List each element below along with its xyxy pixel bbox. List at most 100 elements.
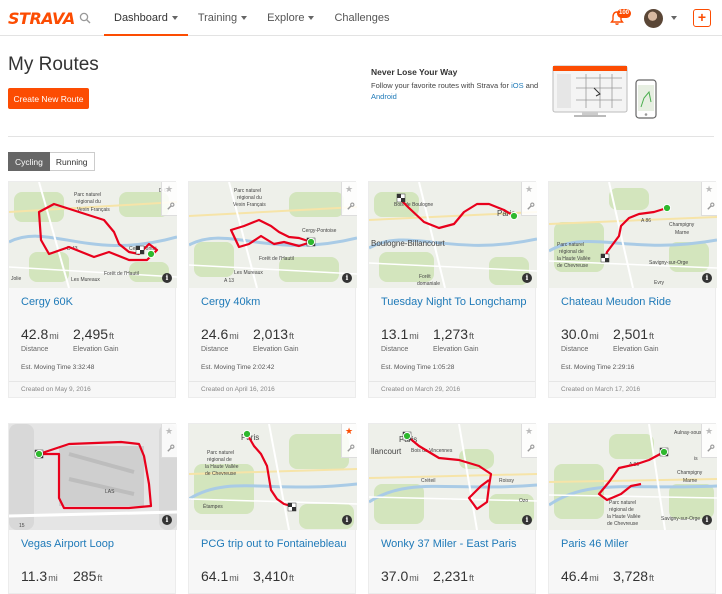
ios-link[interactable]: iOS bbox=[511, 81, 524, 90]
map-place-label: la Haute Vallée bbox=[205, 464, 239, 470]
search-icon[interactable] bbox=[79, 12, 91, 24]
route-card[interactable]: Champigny Marne A 86 Parc naturel régional d… bbox=[548, 181, 717, 398]
star-icon[interactable]: ★ bbox=[705, 184, 714, 194]
map-place-label: Boulogne-Billancourt bbox=[371, 239, 446, 248]
elevation-value: 3,410ft bbox=[253, 568, 294, 586]
wrench-icon[interactable] bbox=[706, 202, 715, 211]
star-icon[interactable]: ★ bbox=[345, 426, 354, 436]
route-name-link[interactable]: Wonky 37 Miler - East Paris bbox=[381, 538, 517, 550]
elevation-number: 2,013 bbox=[253, 326, 289, 342]
add-button[interactable]: + bbox=[693, 9, 711, 27]
chevron-down-icon[interactable] bbox=[671, 16, 677, 20]
elevation-label: Elevation Gain bbox=[73, 346, 119, 353]
map-place-label: Forêt de l'Hautil bbox=[104, 271, 139, 277]
info-icon[interactable]: i bbox=[522, 273, 532, 283]
map-place-label: Vexin Français bbox=[233, 202, 266, 208]
info-icon[interactable]: i bbox=[342, 273, 352, 283]
info-icon[interactable]: i bbox=[162, 273, 172, 283]
star-icon[interactable]: ★ bbox=[345, 184, 354, 194]
wrench-icon[interactable] bbox=[706, 444, 715, 453]
route-card[interactable]: Aulnay-sous is Champigny Marne A 86 Parc natu… bbox=[548, 423, 717, 594]
route-map[interactable]: Champigny Marne A 86 Parc naturel régional d… bbox=[549, 182, 717, 288]
top-navigation: STRAVA Dashboard Training Explore Challe… bbox=[0, 0, 722, 36]
info-icon[interactable]: i bbox=[702, 273, 712, 283]
elevation-number: 3,410 bbox=[253, 568, 289, 584]
android-link[interactable]: Android bbox=[371, 92, 397, 101]
map-toolbar: ★ bbox=[701, 182, 717, 216]
route-name-link[interactable]: PCG trip out to Fontainebleau bbox=[201, 538, 347, 550]
star-icon[interactable]: ★ bbox=[165, 426, 174, 436]
tab-running[interactable]: Running bbox=[49, 152, 95, 171]
info-icon[interactable]: i bbox=[522, 515, 532, 525]
finish-flag-icon bbox=[600, 253, 610, 263]
map-toolbar: ★ bbox=[341, 424, 357, 458]
distance-value: 13.1mi bbox=[381, 326, 419, 344]
route-map[interactable]: Paris Parc naturel régional de la Haute Val… bbox=[189, 424, 357, 530]
route-map[interactable]: ParisllancourtBois de VincennesRoissyCré… bbox=[369, 424, 537, 530]
wrench-icon[interactable] bbox=[166, 444, 175, 453]
promo-text-mid: and bbox=[523, 81, 539, 90]
distance-number: 11.3 bbox=[21, 568, 48, 584]
create-route-button[interactable]: Create New Route bbox=[8, 88, 89, 109]
info-icon[interactable]: i bbox=[702, 515, 712, 525]
map-place-label: Parc naturel bbox=[234, 188, 261, 194]
map-place-label: de Chevreuse bbox=[557, 263, 588, 269]
route-name-link[interactable]: Chateau Meudon Ride bbox=[561, 296, 672, 308]
star-icon[interactable]: ★ bbox=[705, 426, 714, 436]
wrench-icon[interactable] bbox=[346, 444, 355, 453]
route-card[interactable]: Paris Parc naturel régional de la Haute Val… bbox=[188, 423, 357, 594]
distance-unit: mi bbox=[48, 573, 58, 583]
nav-explore[interactable]: Explore bbox=[257, 0, 324, 36]
notification-badge: 100 bbox=[617, 9, 632, 18]
route-name-link[interactable]: Cergy 60K bbox=[21, 296, 73, 308]
sport-tabs: Cycling Running bbox=[8, 152, 95, 171]
map-place-label: régional de bbox=[559, 249, 584, 255]
map-place-label: Ozo bbox=[519, 498, 528, 504]
moving-time-value: 3:32:48 bbox=[72, 364, 95, 371]
strava-logo[interactable]: STRAVA bbox=[8, 9, 75, 28]
start-marker-icon bbox=[306, 237, 316, 247]
map-place-label: A 13 bbox=[224, 278, 234, 284]
route-map[interactable]: Bois de Boulogne Paris Boulogne-Billancour… bbox=[369, 182, 537, 288]
route-name-link[interactable]: Cergy 40km bbox=[201, 296, 261, 308]
created-footer bbox=[189, 381, 355, 398]
tab-cycling[interactable]: Cycling bbox=[8, 152, 50, 171]
route-card[interactable]: LAS 15 ★ i Vegas Airport Loop 11.3mi 285f… bbox=[8, 423, 177, 594]
route-name-link[interactable]: Tuesday Night To Longchamp bbox=[381, 296, 527, 308]
info-icon[interactable]: i bbox=[342, 515, 352, 525]
wrench-icon[interactable] bbox=[526, 444, 535, 453]
map-toolbar: ★ bbox=[161, 424, 177, 458]
route-name-link[interactable]: Paris 46 Miler bbox=[561, 538, 629, 550]
nav-training[interactable]: Training bbox=[188, 0, 257, 36]
info-icon[interactable]: i bbox=[162, 515, 172, 525]
distance-number: 30.0 bbox=[561, 326, 589, 342]
route-card[interactable]: Bois de Boulogne Paris Boulogne-Billancour… bbox=[368, 181, 537, 398]
nav-dashboard[interactable]: Dashboard bbox=[104, 0, 188, 36]
route-map[interactable]: LAS 15 ★ i bbox=[9, 424, 177, 530]
elevation-number: 285 bbox=[73, 568, 97, 584]
route-name-link[interactable]: Vegas Airport Loop bbox=[21, 538, 114, 550]
avatar[interactable] bbox=[644, 9, 663, 28]
distance-unit: mi bbox=[409, 573, 419, 583]
route-card[interactable]: ParisllancourtBois de VincennesRoissyCré… bbox=[368, 423, 537, 594]
nav-challenges[interactable]: Challenges bbox=[324, 0, 399, 36]
map-place-label: Champigny bbox=[669, 222, 695, 228]
elevation-unit: ft bbox=[469, 331, 475, 341]
distance-unit: mi bbox=[49, 331, 59, 341]
elevation-value: 285ft bbox=[73, 568, 102, 586]
route-map[interactable]: Aulnay-sous is Champigny Marne A 86 Parc natu… bbox=[549, 424, 717, 530]
wrench-icon[interactable] bbox=[166, 202, 175, 211]
elevation-value: 2,501ft bbox=[613, 326, 654, 344]
map-place-label: de Chevreuse bbox=[607, 521, 638, 527]
star-icon[interactable]: ★ bbox=[525, 184, 534, 194]
wrench-icon[interactable] bbox=[346, 202, 355, 211]
star-icon[interactable]: ★ bbox=[525, 426, 534, 436]
wrench-icon[interactable] bbox=[526, 202, 535, 211]
chevron-down-icon bbox=[171, 16, 178, 20]
star-icon[interactable]: ★ bbox=[165, 184, 174, 194]
promo-text: Follow your favorite routes with Strava … bbox=[371, 80, 546, 102]
